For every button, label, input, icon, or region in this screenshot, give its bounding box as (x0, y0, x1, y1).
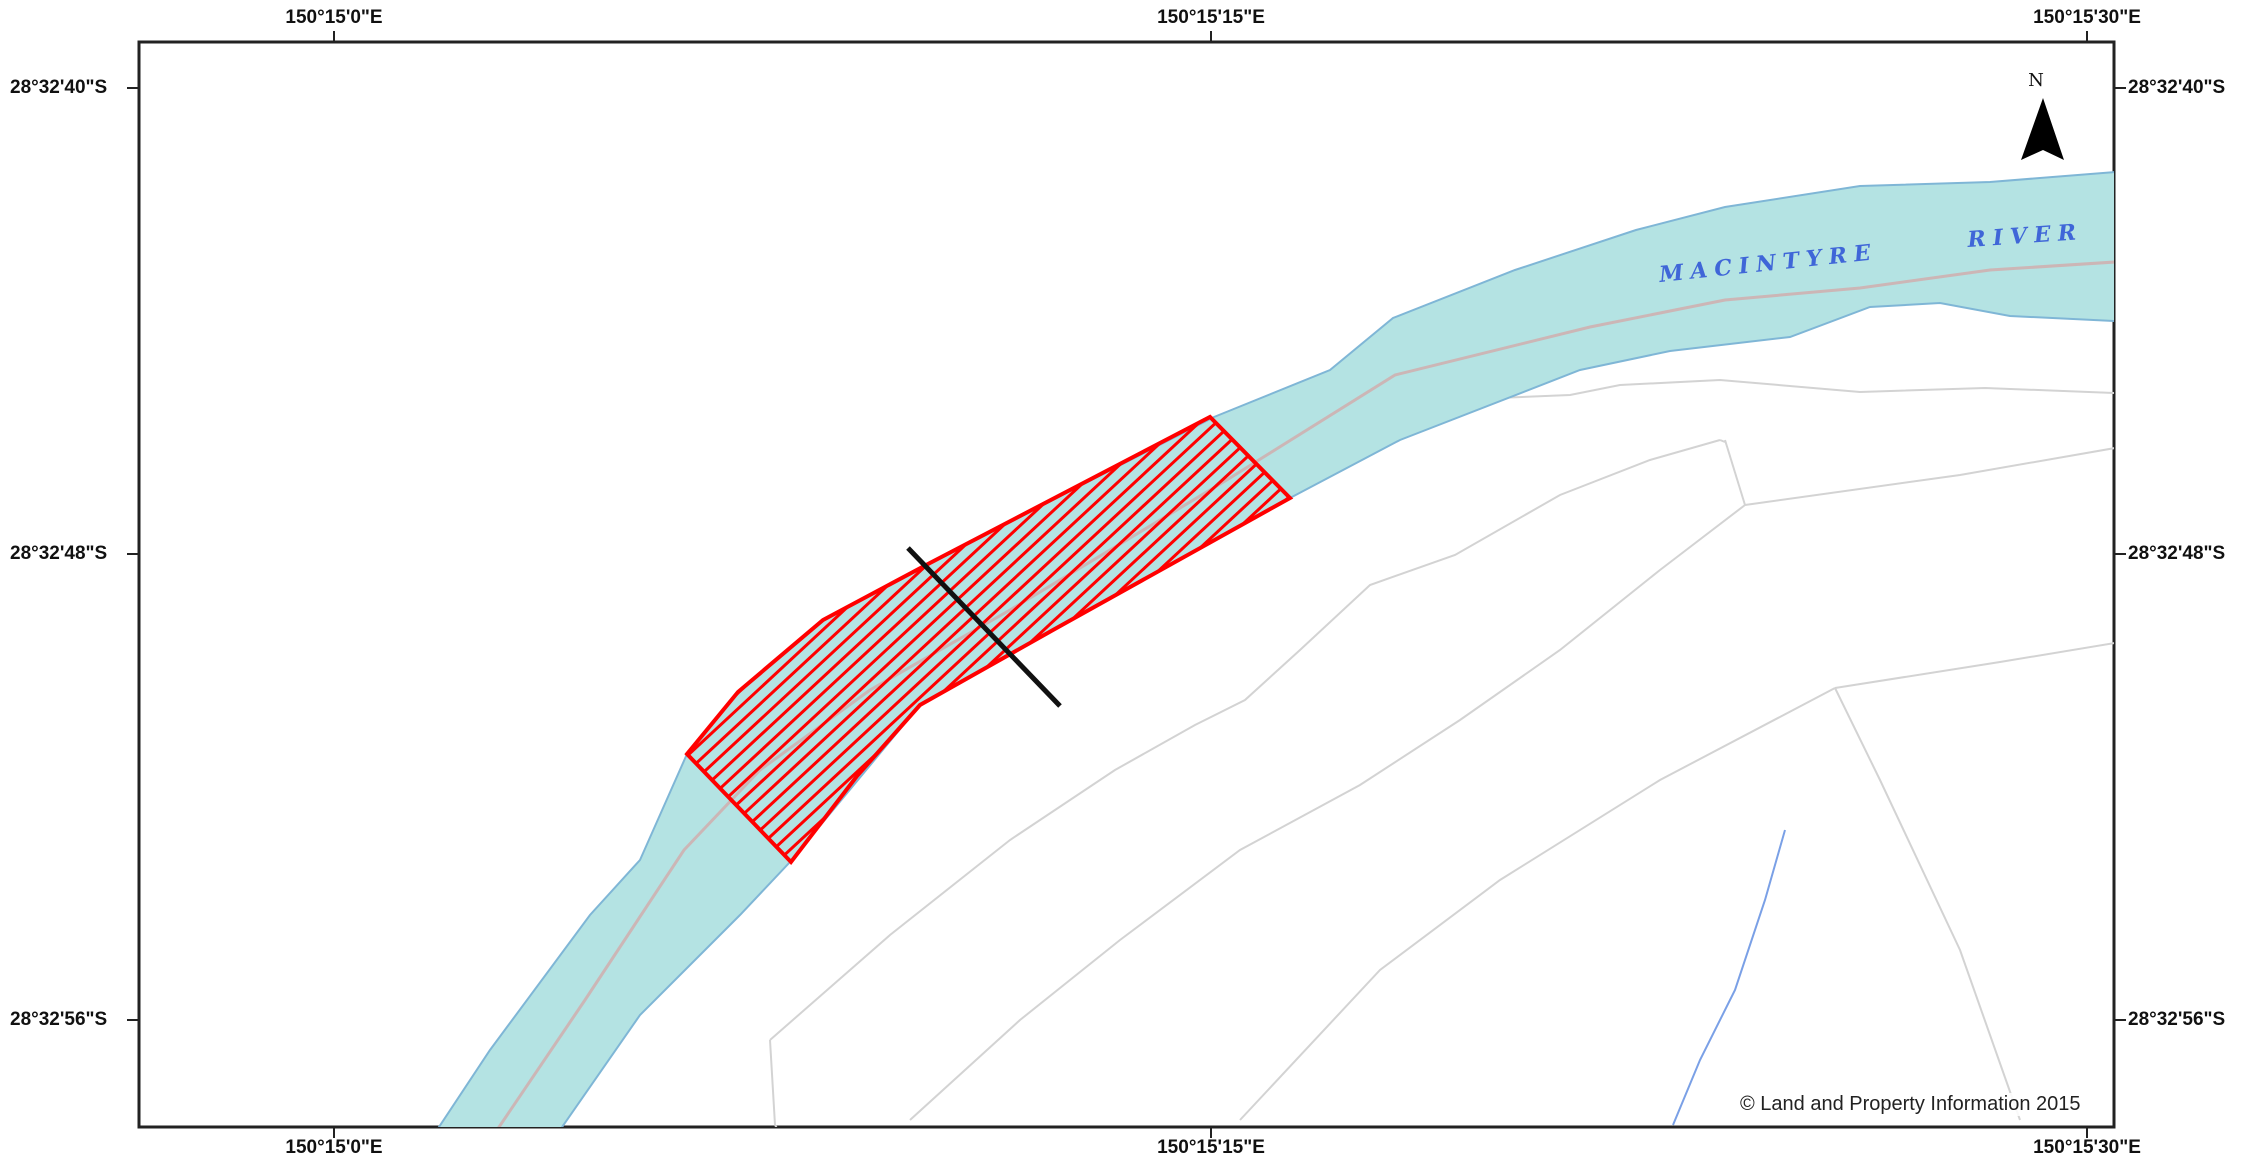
longitude-label-bottom: 150°15'15"E (1157, 1137, 1265, 1158)
river-centreline (497, 260, 2114, 1127)
longitude-label-top: 150°15'15"E (1157, 7, 1265, 28)
latitude-label-right: 28°32'48"S (2128, 543, 2226, 564)
latitude-label-left: 28°32'40"S (10, 77, 108, 98)
cadastral-line (1719, 439, 1726, 443)
longitude-label-bottom: 150°15'0"E (285, 1137, 383, 1158)
copyright-notice: © Land and Property Information 2015 (1738, 1093, 2083, 1116)
north-arrow-label: N (2028, 70, 2044, 91)
cadastral-line (1239, 687, 1836, 1121)
longitude-label-top: 150°15'30"E (2033, 7, 2141, 28)
cadastral-line (1834, 642, 2114, 689)
cadastral-line (1724, 439, 1746, 506)
latitude-label-right: 28°32'40"S (2128, 77, 2226, 98)
stream-line (1672, 829, 1786, 1126)
cadastral-line (1834, 687, 2021, 1121)
cadastral-line (1744, 447, 2114, 506)
hatch-line (700, 417, 1264, 862)
north-arrow-shape (2021, 98, 2064, 160)
latitude-label-right: 28°32'56"S (2128, 1009, 2226, 1030)
cadastral-line (769, 439, 1721, 1041)
cadastral-line (769, 1039, 778, 1127)
north-arrow-icon: N (2021, 70, 2064, 160)
cadastral-line (909, 504, 1746, 1121)
cross-section-line (906, 546, 1062, 708)
river-channel (437, 171, 2114, 1127)
longitude-label-bottom: 150°15'30"E (2033, 1137, 2141, 1158)
study-reach-boundary (684, 414, 1294, 866)
hatch-line (687, 417, 1247, 862)
hatch-line (687, 417, 1230, 862)
longitude-label-top: 150°15'0"E (285, 7, 383, 28)
latitude-label-left: 28°32'48"S (10, 543, 108, 564)
graticule-ticks (127, 31, 2126, 1138)
latitude-label-left: 28°32'56"S (10, 1009, 108, 1030)
